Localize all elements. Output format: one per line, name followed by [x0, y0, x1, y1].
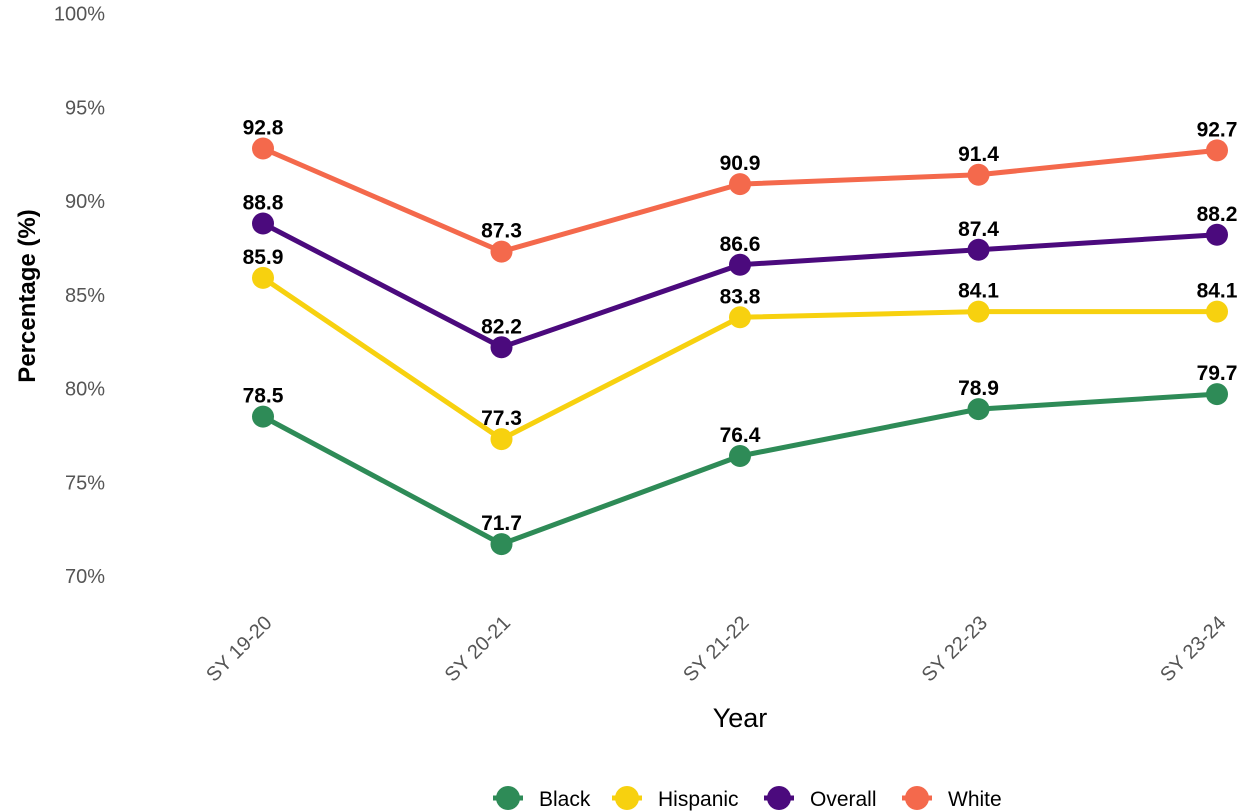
data-label-white: 87.3: [481, 220, 522, 243]
y-tick-label: 80%: [65, 379, 105, 401]
legend-item-black: Black: [493, 786, 591, 811]
data-label-hispanic: 84.1: [1197, 280, 1238, 303]
legend: Black Hispanic Overall White: [493, 786, 1002, 811]
legend-item-hispanic: Hispanic: [612, 786, 739, 811]
legend-swatch-dot: [496, 786, 520, 810]
data-label-black: 78.9: [958, 377, 999, 400]
y-tick-label: 75%: [65, 472, 105, 494]
legend-item-overall: Overall: [764, 786, 877, 811]
x-tick-label: SY 19-20: [202, 612, 276, 686]
data-point-white: [252, 137, 274, 160]
data-label-black: 78.5: [243, 385, 284, 408]
series-lines: [260, 146, 1220, 547]
data-label-hispanic: 84.1: [958, 280, 999, 303]
data-point-hispanic: [252, 266, 274, 289]
y-tick-label: 100%: [54, 4, 105, 26]
legend-label: White: [948, 788, 1002, 811]
data-point-white: [1206, 139, 1228, 162]
data-point-overall: [490, 336, 513, 359]
legend-label: Overall: [810, 788, 877, 811]
y-tick-label: 95%: [65, 97, 105, 119]
data-point-hispanic: [1206, 300, 1228, 323]
data-label-black: 71.7: [481, 512, 522, 535]
data-label-overall: 82.2: [481, 315, 522, 338]
series-points: [252, 137, 1228, 556]
data-point-overall: [967, 238, 990, 261]
data-point-white: [490, 240, 513, 263]
data-label-overall: 87.4: [958, 218, 999, 241]
x-tick-label: SY 20-21: [441, 612, 515, 686]
y-axis-label: Percentage (%): [14, 209, 41, 382]
data-point-hispanic: [729, 306, 751, 329]
legend-swatch-dot: [615, 786, 639, 810]
data-label-white: 92.7: [1197, 118, 1238, 141]
y-tick-label: 85%: [65, 285, 105, 307]
data-label-black: 76.4: [720, 424, 761, 447]
legend-label: Hispanic: [658, 788, 739, 811]
data-label-overall: 86.6: [720, 233, 761, 256]
legend-swatch-dot: [905, 786, 929, 810]
x-tick-label: SY 21-22: [679, 612, 753, 686]
legend-item-white: White: [902, 786, 1002, 811]
data-label-hispanic: 77.3: [481, 407, 522, 430]
data-point-overall: [1206, 223, 1228, 246]
data-point-hispanic: [490, 428, 513, 451]
series-line-black: [260, 391, 1220, 547]
data-label-white: 90.9: [720, 152, 761, 175]
data-labels: 92.8 87.3 90.9 91.4 92.7 88.8 82.2 86.6 87.4 88.2…: [243, 117, 1238, 536]
data-label-hispanic: 83.8: [720, 285, 761, 308]
data-label-overall: 88.2: [1197, 203, 1238, 226]
data-point-white: [729, 173, 751, 196]
data-point-black: [1206, 383, 1228, 406]
legend-swatch-dot: [767, 786, 791, 810]
legend-label: Black: [539, 788, 591, 811]
data-label-white: 91.4: [958, 143, 999, 166]
data-label-overall: 88.8: [243, 192, 284, 215]
data-label-white: 92.8: [243, 117, 284, 140]
data-point-hispanic: [967, 300, 990, 323]
data-label-black: 79.7: [1197, 362, 1238, 385]
x-axis-ticks: SY 19-20 SY 20-21 SY 21-22 SY 22-23 SY 23-24: [202, 612, 1230, 686]
data-point-white: [967, 163, 990, 186]
y-axis-ticks: 70% 75% 80% 85% 90% 95% 100%: [54, 4, 105, 589]
data-point-black: [729, 445, 751, 467]
x-tick-label: SY 23-24: [1156, 612, 1230, 686]
data-point-black: [252, 405, 274, 428]
data-point-overall: [252, 212, 274, 235]
data-point-black: [490, 533, 513, 556]
data-point-black: [967, 398, 990, 421]
y-tick-label: 70%: [65, 566, 105, 588]
x-axis-label: Year: [713, 703, 768, 733]
data-label-hispanic: 85.9: [243, 246, 284, 269]
y-tick-label: 90%: [65, 191, 105, 213]
x-tick-label: SY 22-23: [918, 612, 992, 686]
data-point-overall: [729, 253, 751, 276]
